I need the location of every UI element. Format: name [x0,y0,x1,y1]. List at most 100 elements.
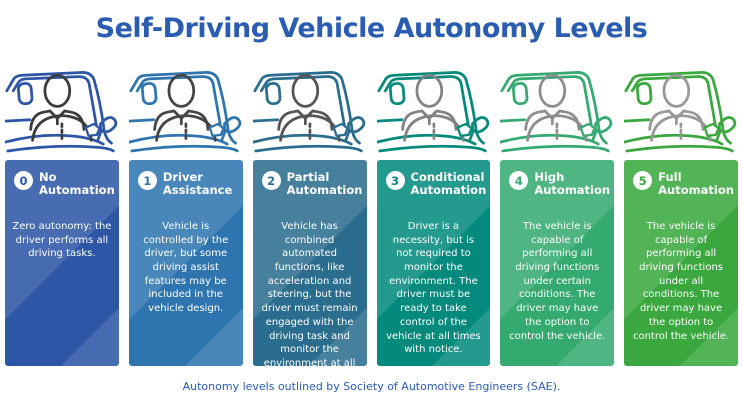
level-card: 3 Conditional Automation Driver is a nec… [376,160,491,366]
footer-note: Autonomy levels outlined by Society of A… [182,380,561,393]
level-column: 2 Partial Automation Vehicle has combine… [252,56,367,383]
gear-knob-icon [456,122,473,137]
rearview-mirror-icon [16,82,34,106]
car-hood-left-line [252,118,279,123]
gear-knob-icon [332,122,349,137]
side-mirror-stem [220,128,227,142]
car-hood-left-line [624,118,651,123]
level-description: The vehicle is capable of performing all… [509,221,606,342]
level-number-badge: 5 [633,171,653,190]
level-description: The vehicle is capable of performing all… [632,221,730,342]
level-card-header: 0 No Automation [12,170,115,210]
car-hood-left-line [376,118,403,123]
side-mirror-icon [718,116,737,134]
driver-left-shoulder [153,109,176,131]
car-bumper-line [254,144,363,153]
level-number-badge: 4 [509,171,529,190]
level-title: Conditional Automation [410,170,487,198]
car-roof-pillar-line [624,71,733,145]
level-card-header: 4 High Automation [507,170,611,210]
level-card-header: 1 Driver Assistance [136,170,236,210]
driver-right-shoulder [63,109,86,131]
driver-left-shoulder [276,109,300,131]
driver-left-shoulder [400,109,423,131]
levels-grid: 0 No Automation Zero autonomy: the drive… [0,56,743,383]
level-description: Zero autonomy: the driver performs all d… [12,221,112,260]
side-mirror-stem [96,128,103,142]
car-bumper-line [6,144,115,153]
level-description: Driver is a necessity, but is not requir… [386,221,481,356]
level-title: No Automation [39,170,115,198]
level-title: Partial Automation [286,170,363,198]
rearview-mirror-icon [512,82,529,106]
level-card: 0 No Automation Zero autonomy: the drive… [5,160,119,366]
level-card-header: 2 Partial Automation [260,170,363,210]
side-mirror-icon [346,116,365,134]
car-with-driver-icon [252,71,365,153]
level-card-header: 3 Conditional Automation [384,170,487,210]
driver-right-shoulder [682,109,705,131]
level-card: 1 Driver Assistance Vehicle is controlle… [128,160,243,366]
car-bumper-line [501,144,611,153]
level-number-badge: 3 [385,171,405,190]
car-bumper-line [130,144,239,153]
level-title: Full Automation [658,170,734,198]
car-bumper-line [377,144,487,153]
level-title: Driver Assistance [162,170,233,198]
gear-knob-icon [208,122,225,137]
car-roof-pillar-line [129,71,237,145]
driver-left-shoulder [524,109,547,131]
car-with-driver-icon [624,71,737,153]
level-column: 5 Full Automation The vehicle is capable… [624,56,738,366]
side-mirror-stem [467,128,475,142]
side-mirror-stem [715,128,722,142]
car-hood-left-line [500,118,527,123]
rearview-mirror-icon [388,82,405,106]
car-roof-pillar-line [376,71,485,145]
car-with-driver-icon [5,71,118,153]
driver-head [167,73,195,108]
rearview-mirror-icon [636,82,653,106]
gear-knob-icon [703,122,720,137]
level-column: 4 High Automation The vehicle is capable… [500,56,615,366]
driver-right-shoulder [558,109,581,131]
level-card: 5 Full Automation The vehicle is capable… [624,160,738,366]
car-roof-pillar-line [500,71,609,145]
level-column: 0 No Automation Zero autonomy: the drive… [5,56,119,366]
side-mirror-icon [99,116,118,134]
driver-right-shoulder [310,109,333,131]
level-description: Vehicle is controlled by the driver, but… [143,221,229,315]
side-mirror-stem [591,128,599,142]
level-title: High Automation [534,170,611,198]
rearview-mirror-icon [140,82,158,106]
level-card: 4 High Automation The vehicle is capable… [500,160,615,366]
car-hood-left-line [5,118,32,123]
level-number-badge: 2 [261,171,281,190]
side-mirror-icon [470,116,489,134]
level-description: Vehicle has combined automated functions… [261,221,358,383]
level-number-badge: 0 [14,171,33,190]
level-column: 3 Conditional Automation Driver is a nec… [376,56,491,366]
driver-left-shoulder [29,109,52,131]
side-mirror-icon [222,116,242,134]
car-with-driver-icon [500,71,613,153]
level-column: 1 Driver Assistance Vehicle is controlle… [128,56,243,366]
car-roof-pillar-line [5,71,113,145]
car-bumper-line [625,144,734,153]
side-mirror-stem [344,128,351,142]
driver-head [291,73,319,108]
driver-left-shoulder [648,109,671,131]
side-mirror-icon [594,116,613,134]
car-hood-left-line [128,118,155,123]
driver-head [43,73,72,108]
driver-head [538,73,567,108]
driver-head [662,73,691,108]
level-card: 2 Partial Automation Vehicle has combine… [252,160,367,383]
page-title: Self-Driving Vehicle Autonomy Levels [95,13,648,44]
car-with-driver-icon [376,71,489,153]
driver-head [415,73,443,108]
gear-knob-icon [579,122,597,137]
gear-knob-icon [84,122,101,137]
level-number-badge: 1 [137,171,157,190]
